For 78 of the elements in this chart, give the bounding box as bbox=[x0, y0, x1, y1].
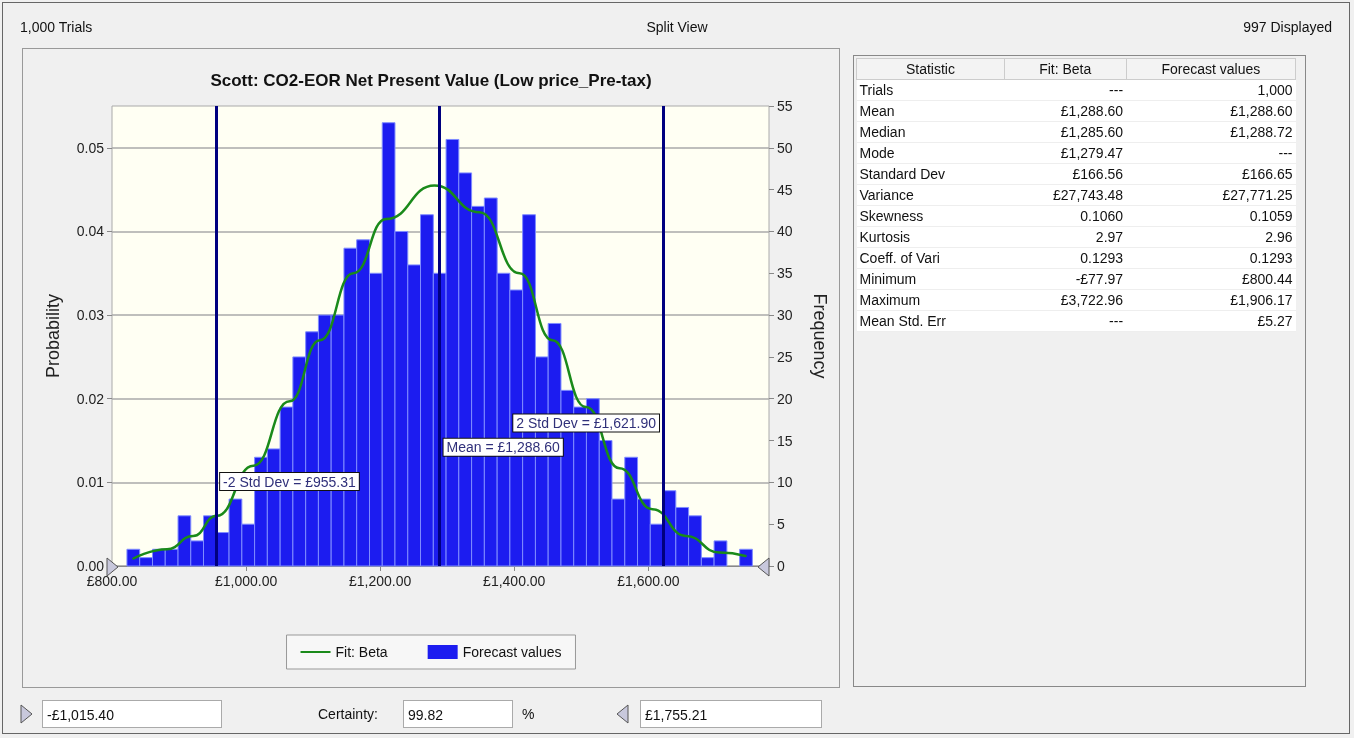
data-label: 0.1059 bbox=[1126, 205, 1296, 227]
data-label: 0.1060 bbox=[1004, 205, 1127, 227]
data-label: £1,906.17 bbox=[1126, 289, 1296, 311]
y2-tick-label: 20 bbox=[777, 390, 793, 407]
category-label: Kurtosis bbox=[856, 226, 1005, 248]
data-label: £800.44 bbox=[1126, 268, 1296, 290]
x-tick-label: £800.00 bbox=[86, 573, 138, 589]
data-label: £27,743.48 bbox=[1004, 184, 1127, 206]
data-label: £5.27 bbox=[1126, 310, 1296, 332]
data-label: £1,288.60 bbox=[1004, 100, 1127, 122]
data-label: £1,279.47 bbox=[1004, 142, 1127, 164]
text: 99.82 bbox=[403, 700, 513, 728]
y-tick-label: 0.02 bbox=[76, 390, 105, 407]
category-label: Median bbox=[856, 121, 1005, 143]
y2-tick-label: 15 bbox=[777, 432, 793, 449]
y2-axis-title: Frequency bbox=[810, 293, 830, 379]
category-label: Maximum bbox=[856, 289, 1005, 311]
y2-tick-label: 40 bbox=[777, 223, 793, 240]
y2-tick-label: 50 bbox=[777, 139, 793, 156]
text: % bbox=[522, 706, 535, 722]
x-tick-label: £1,200.00 bbox=[349, 573, 412, 589]
y2-tick-label: 55 bbox=[777, 98, 793, 114]
data-label: £3,722.96 bbox=[1004, 289, 1127, 311]
data-label: £166.56 bbox=[1004, 163, 1127, 185]
text: Statistic bbox=[856, 58, 1005, 80]
y-axis-title: Probability bbox=[43, 293, 63, 379]
category-label: Trials bbox=[856, 79, 1005, 101]
y-tick-label: 0.03 bbox=[76, 307, 105, 324]
ref-line-label: -2 Std Dev = £955.31 bbox=[223, 473, 357, 490]
data-label: 2.97 bbox=[1004, 226, 1127, 248]
y2-tick-label: 35 bbox=[777, 265, 793, 282]
text: Certainty: bbox=[318, 706, 378, 722]
legend-label: Fit: Beta bbox=[335, 644, 388, 660]
data-label: 0.1293 bbox=[1004, 247, 1127, 269]
category-label: Standard Dev bbox=[856, 163, 1005, 185]
legend-label: Forecast values bbox=[462, 644, 562, 660]
data-label: 2.96 bbox=[1126, 226, 1296, 248]
series-label: Fit: Beta bbox=[1004, 58, 1127, 80]
y-tick-label: 0.04 bbox=[76, 223, 105, 240]
data-label: 1,000 bbox=[1126, 79, 1296, 101]
text: 1,000 Trials bbox=[20, 19, 93, 35]
category-label: Skewness bbox=[856, 205, 1005, 227]
y2-tick-label: 30 bbox=[777, 307, 793, 324]
data-label: £1,288.60 bbox=[1126, 100, 1296, 122]
ref-line-label: Mean = £1,288.60 bbox=[446, 439, 561, 456]
x-tick-label: £1,600.00 bbox=[617, 573, 680, 589]
y-tick-label: 0.01 bbox=[76, 474, 105, 491]
y2-tick-label: 5 bbox=[777, 516, 785, 533]
chart-title: Scott: CO2-EOR Net Present Value (Low price_Pre-tax) bbox=[210, 71, 652, 90]
data-label: 0.1293 bbox=[1126, 247, 1296, 269]
data-label: £1,285.60 bbox=[1004, 121, 1127, 143]
data-label: £27,771.25 bbox=[1126, 184, 1296, 206]
text: -£1,015.40 bbox=[42, 700, 222, 728]
y2-tick-label: 10 bbox=[777, 474, 793, 491]
y2-tick-label: 25 bbox=[777, 348, 793, 365]
y-tick-label: 0.00 bbox=[76, 558, 105, 574]
data-label: £166.65 bbox=[1126, 163, 1296, 185]
y-tick-label: 0.05 bbox=[76, 139, 105, 156]
text: £1,755.21 bbox=[640, 700, 822, 728]
ref-line-label: 2 Std Dev = £1,621.90 bbox=[516, 414, 657, 431]
category-label: Variance bbox=[856, 184, 1005, 206]
data-label: -£77.97 bbox=[1004, 268, 1127, 290]
series-label: Forecast values bbox=[1126, 58, 1296, 80]
text: 997 Displayed bbox=[1243, 19, 1332, 35]
category-label: Coeff. of Vari bbox=[856, 247, 1005, 269]
category-label: Mean Std. Err bbox=[856, 310, 1005, 332]
x-tick-label: £1,000.00 bbox=[214, 573, 278, 589]
y2-tick-label: 45 bbox=[777, 181, 793, 198]
text: Split View bbox=[646, 19, 708, 35]
category-label: Mode bbox=[856, 142, 1005, 164]
data-label: --- bbox=[1004, 79, 1127, 101]
data-label: --- bbox=[1004, 310, 1127, 332]
data-label: --- bbox=[1126, 142, 1296, 164]
category-label: Mean bbox=[856, 100, 1005, 122]
x-tick-label: £1,400.00 bbox=[483, 573, 546, 589]
y2-tick-label: 0 bbox=[777, 558, 785, 574]
category-label: Minimum bbox=[856, 268, 1005, 290]
data-label: £1,288.72 bbox=[1126, 121, 1296, 143]
